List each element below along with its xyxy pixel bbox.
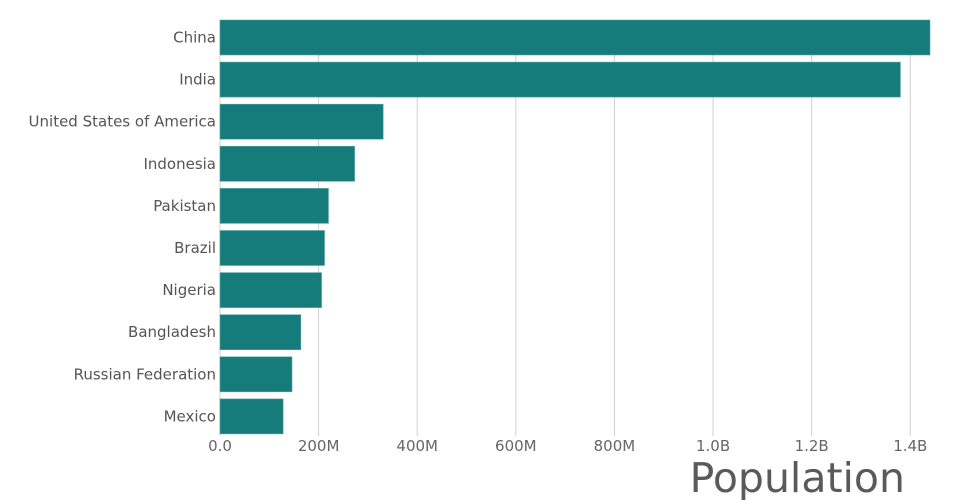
bar[interactable] xyxy=(219,146,355,182)
bar[interactable] xyxy=(219,19,931,56)
category-label: Brazil xyxy=(174,239,216,257)
bar[interactable] xyxy=(219,230,325,266)
x-tick-label: 800M xyxy=(594,437,636,455)
bar[interactable] xyxy=(219,61,901,98)
category-label: Pakistan xyxy=(153,197,216,215)
category-labels: China India United States of America Indone… xyxy=(29,29,216,426)
x-tick-label: 600M xyxy=(495,437,537,455)
bars xyxy=(219,19,931,435)
x-axis-title: Population xyxy=(690,454,905,500)
x-tick-label: 1.2B xyxy=(795,437,829,455)
bar[interactable] xyxy=(219,103,384,140)
bar[interactable] xyxy=(219,188,329,224)
bar[interactable] xyxy=(219,398,284,435)
x-tick-label: 400M xyxy=(396,437,438,455)
x-tick-label: 1.4B xyxy=(893,437,927,455)
category-label: Nigeria xyxy=(162,281,216,299)
category-label: China xyxy=(173,29,216,47)
category-label: United States of America xyxy=(29,113,216,131)
category-label: Indonesia xyxy=(143,155,216,173)
category-label: Mexico xyxy=(164,407,216,425)
x-axis-ticks: 0.0 200M 400M 600M 800M 1.0B 1.2B 1.4B xyxy=(208,437,927,455)
bar[interactable] xyxy=(219,272,322,308)
x-tick-label: 1.0B xyxy=(696,437,730,455)
category-label: Russian Federation xyxy=(74,365,216,383)
category-label: India xyxy=(179,71,216,89)
bar[interactable] xyxy=(219,314,302,351)
category-label: Bangladesh xyxy=(128,323,216,341)
x-tick-label: 200M xyxy=(298,437,340,455)
x-tick-label: 0.0 xyxy=(208,437,232,455)
bar[interactable] xyxy=(219,356,293,393)
